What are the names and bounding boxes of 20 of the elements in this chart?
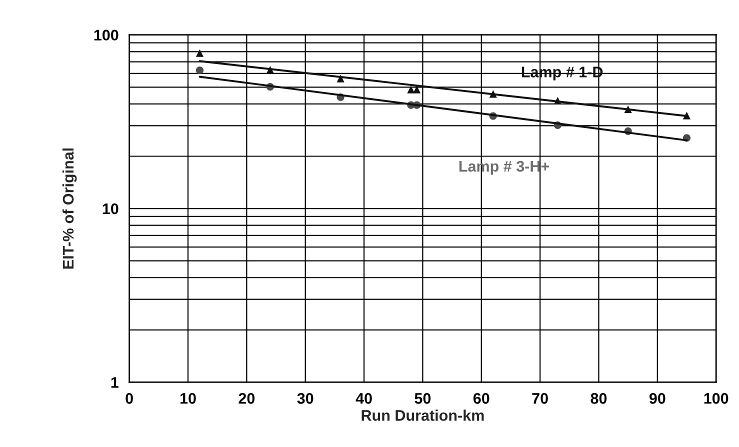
point — [196, 66, 204, 74]
x-tick-label: 40 — [356, 393, 372, 404]
x-tick-label: 80 — [590, 393, 607, 404]
point — [407, 86, 415, 94]
x-tick-label: 30 — [297, 393, 314, 404]
point — [413, 86, 421, 94]
x-tick-label: 20 — [238, 393, 255, 404]
x-axis-title: Run Duration-km — [362, 410, 484, 421]
y-tick-label: 100 — [94, 30, 118, 41]
x-tick-label: 60 — [473, 393, 490, 404]
y-tick-label: 1 — [111, 377, 118, 388]
x-tick-label: 10 — [180, 393, 196, 404]
x-tick-label: 100 — [704, 393, 728, 404]
x-tick-label: 70 — [532, 393, 548, 404]
y-axis-title: EIT-% of Original — [62, 148, 77, 269]
y-tick-label: 10 — [102, 203, 118, 214]
x-tick-label: 90 — [649, 393, 666, 404]
x-tick-label: 0 — [126, 393, 133, 404]
point — [196, 49, 204, 57]
x-tick-label: 50 — [414, 393, 431, 404]
